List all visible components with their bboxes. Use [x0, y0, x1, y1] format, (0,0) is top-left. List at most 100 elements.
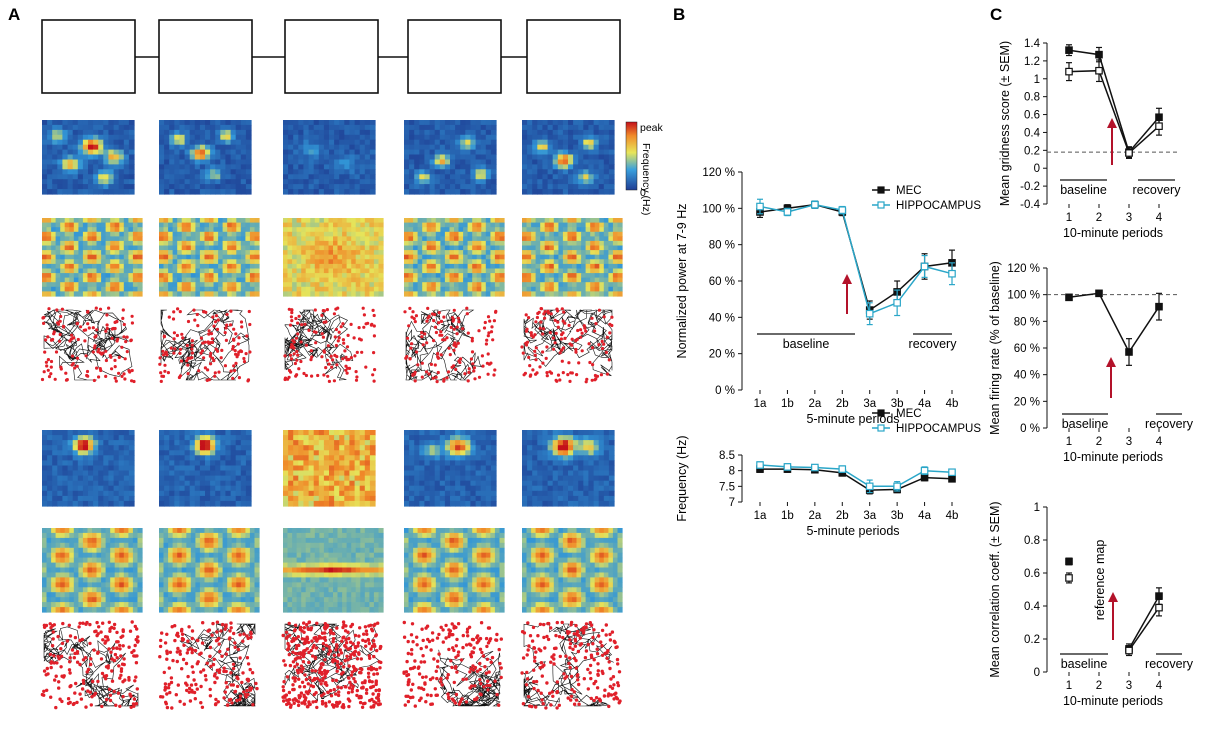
- y-tick-label: 20 %: [1014, 396, 1040, 408]
- data-point-open: [1125, 646, 1133, 655]
- x-tick-label: 2b: [836, 398, 849, 410]
- baseline-label: baseline: [1062, 417, 1109, 431]
- series-line-filled: [1068, 292, 1160, 354]
- x-tick-label: 4a: [918, 398, 931, 410]
- legend-marker: [877, 201, 885, 209]
- x-axis-title: 10-minute periods: [1063, 226, 1163, 240]
- y-tick-label: 1: [1034, 74, 1040, 86]
- rate-map: [283, 120, 376, 195]
- red-arrow-head: [842, 274, 852, 284]
- y-tick-label: 120 %: [702, 167, 735, 179]
- y-tick-label: 0.4: [1024, 127, 1041, 139]
- x-tick-label: 4: [1156, 212, 1163, 224]
- series-line-filled: [1128, 595, 1160, 650]
- data-point-HIPPOCAMPUS: [838, 465, 847, 473]
- y-tick-label: 0.4: [1024, 601, 1041, 613]
- x-tick-label: 1b: [781, 398, 794, 410]
- rate-map: [404, 430, 497, 507]
- data-point-filled: [1095, 289, 1103, 298]
- rate-map: [159, 430, 252, 507]
- y-tick-label: 40 %: [709, 312, 735, 324]
- spatial-autocorrelation: [404, 218, 505, 297]
- y-tick-label: 0.6: [1024, 110, 1040, 122]
- x-tick-label: 1b: [781, 510, 794, 522]
- y-tick-label: 0: [1034, 163, 1040, 175]
- y-axis-title: Mean gridness score (± SEM): [998, 41, 1012, 206]
- baseline-label: baseline: [1061, 657, 1108, 671]
- data-point-HIPPOCAMPUS: [865, 309, 874, 318]
- y-axis-title: Frequency (Hz): [675, 435, 689, 521]
- x-tick-label: 2: [1096, 680, 1102, 692]
- data-point-filled: [1155, 592, 1163, 600]
- panel-label-b: B: [673, 5, 685, 24]
- trajectory: [402, 620, 503, 708]
- trajectory: [281, 620, 383, 710]
- data-point-HIPPOCAMPUS: [838, 206, 847, 214]
- x-tick-label: 3a: [863, 398, 876, 410]
- trajectory: [520, 620, 622, 710]
- series-line-MEC: [760, 468, 953, 491]
- spatial-autocorrelation: [159, 528, 260, 613]
- legend-label: MEC: [896, 408, 922, 420]
- trajectory: [40, 306, 136, 384]
- data-point-filled: [1095, 50, 1103, 59]
- baseline-label: baseline: [783, 337, 830, 351]
- y-tick-label: 120 %: [1007, 263, 1040, 275]
- chart-B-frequency: 7 7.5 8 8.5 1a 1b 2a 2b 3a 3b 4a 4b 5-minute periods…: [675, 408, 981, 538]
- data-point-open: [1065, 67, 1073, 76]
- data-point-HIPPOCAMPUS: [783, 208, 792, 216]
- y-tick-label: 0 %: [1020, 423, 1040, 435]
- x-tick-label: 4a: [918, 510, 931, 522]
- x-tick-label: 1: [1066, 436, 1072, 448]
- legend-marker: [877, 424, 885, 432]
- spatial-autocorrelation: [42, 218, 143, 297]
- x-tick-label: 1a: [754, 510, 767, 522]
- spatial-autocorrelation: [404, 528, 505, 613]
- series-line-open: [1068, 69, 1160, 155]
- rate-map: [404, 120, 497, 195]
- data-point-open: [1155, 603, 1163, 612]
- x-tick-label: 2a: [808, 510, 821, 522]
- x-tick-label: 3a: [863, 510, 876, 522]
- recovery-label: recovery: [1145, 657, 1194, 671]
- rate-map: [42, 120, 135, 195]
- data-point-open: [1095, 66, 1103, 75]
- baseline-label: baseline: [1060, 183, 1107, 197]
- y-tick-label: 80 %: [709, 240, 735, 252]
- x-tick-label: 4b: [946, 398, 959, 410]
- series-line-HIPPOCAMPUS: [759, 203, 953, 315]
- recovery-label: recovery: [1133, 183, 1182, 197]
- legend-label: HIPPOCAMPUS: [896, 423, 981, 435]
- data-point-HIPPOCAMPUS: [893, 482, 901, 491]
- y-tick-label: 7: [729, 497, 735, 509]
- trajectory: [158, 307, 252, 383]
- chart-C-correlation: 0 0.2 0.4 0.6 0.8 1 1 2 3 4 10-minute periods Mean …: [988, 501, 1194, 708]
- colorbar-zero-label: 0: [640, 187, 646, 199]
- y-tick-label: 0 %: [715, 385, 735, 397]
- condition-box: [41, 19, 136, 94]
- y-tick-label: 100 %: [1007, 290, 1040, 302]
- x-axis-title: 10-minute periods: [1063, 450, 1163, 464]
- trajectory: [403, 306, 498, 384]
- x-tick-label: 2: [1096, 436, 1102, 448]
- legend-marker: [877, 409, 885, 417]
- red-arrow-head: [1107, 118, 1117, 128]
- y-tick-label: 0.6: [1024, 568, 1040, 580]
- spatial-autocorrelation: [159, 218, 260, 297]
- spatial-autocorrelation: [283, 528, 384, 613]
- charts: 0 %20 %40 %60 %80 %100 %120 %1a 1b 2a 2b 3a 3…: [675, 38, 1194, 708]
- x-tick-label: 3: [1126, 436, 1132, 448]
- rate-map: [42, 430, 135, 507]
- trajectory: [520, 307, 614, 384]
- x-tick-label: 3b: [891, 398, 904, 410]
- x-tick-label: 3b: [891, 510, 904, 522]
- condition-header-row: [41, 19, 621, 94]
- data-point-MEC: [948, 475, 956, 483]
- legend-label: MEC: [896, 185, 922, 197]
- colorbar: peak 0 Frequency (Hz): [625, 121, 664, 215]
- recovery-label: recovery: [1145, 417, 1194, 431]
- rate-map: [283, 430, 376, 507]
- y-axis-title: Mean correlation coeff. (± SEM): [988, 501, 1002, 677]
- spatial-autocorrelation: [283, 218, 384, 297]
- data-point-HIPPOCAMPUS: [948, 269, 956, 278]
